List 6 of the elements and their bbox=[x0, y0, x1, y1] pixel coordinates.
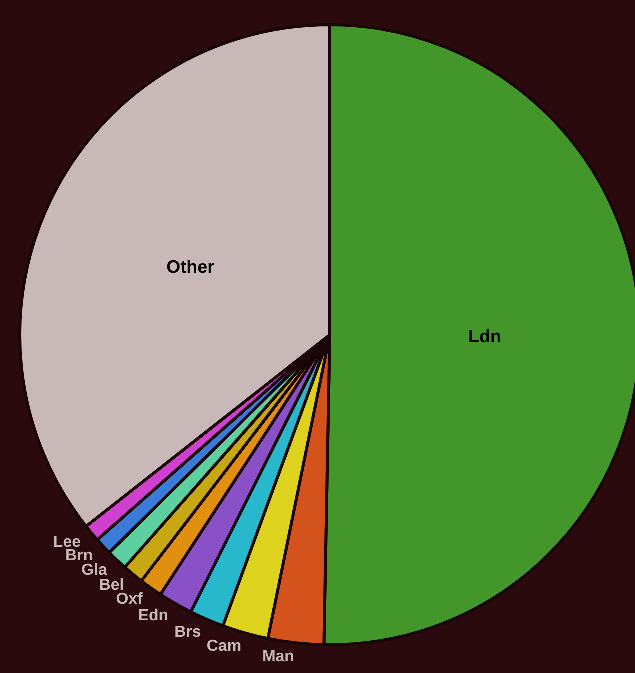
slice-label: Brs bbox=[174, 624, 202, 641]
slice-label: Ldn bbox=[468, 326, 502, 346]
slice-label: Other bbox=[166, 257, 215, 278]
slice-label: Man bbox=[262, 648, 294, 666]
slice-label: Cam bbox=[206, 638, 242, 656]
slice-label: Edn bbox=[138, 607, 169, 624]
